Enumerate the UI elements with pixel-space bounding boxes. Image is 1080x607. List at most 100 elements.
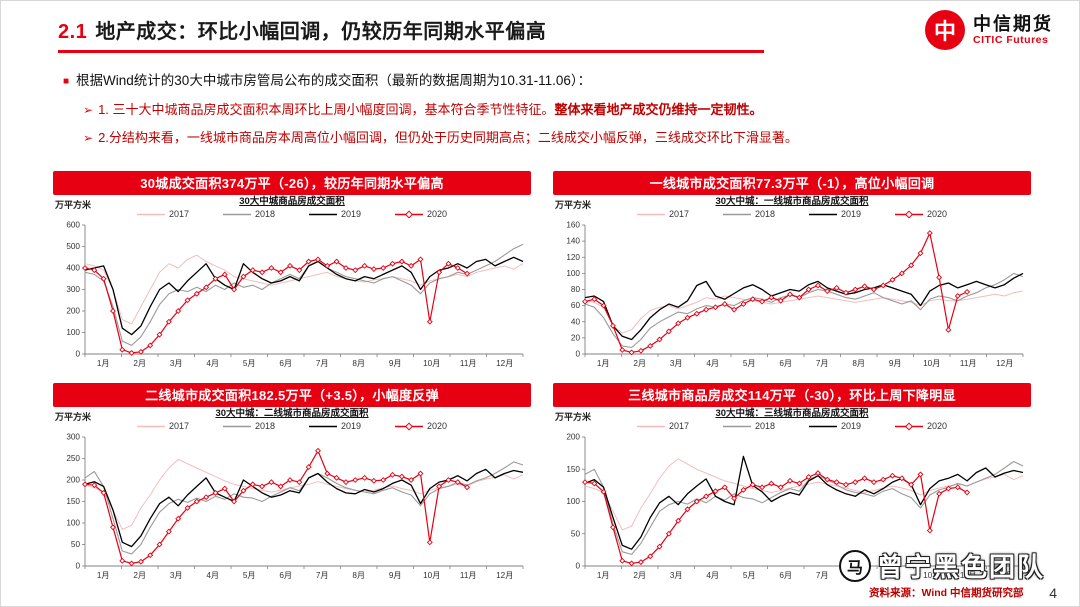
legend-line-icon — [136, 213, 165, 216]
legend-line-icon — [636, 213, 665, 216]
svg-text:8月: 8月 — [352, 571, 365, 580]
svg-text:100: 100 — [566, 497, 580, 506]
chart-title: 30大中城：一线城市商品房成交面积 — [715, 196, 869, 207]
legend-label: 2017 — [168, 421, 189, 432]
legend-label: 2017 — [668, 421, 689, 432]
legend-item-2017: 2017 — [636, 421, 689, 432]
svg-text:200: 200 — [66, 307, 80, 316]
legend-item-2017: 2017 — [136, 209, 189, 219]
intro-line-1: ■ 根据Wind统计的30大中城市房管局公布的成交面积（最新的数据周期为10.31… — [63, 69, 1043, 89]
chart-title: 30大中城：三线城市商品房成交面积 — [715, 408, 869, 419]
svg-text:6月: 6月 — [279, 359, 292, 368]
svg-text:4月: 4月 — [206, 571, 219, 580]
svg-text:4月: 4月 — [706, 359, 719, 368]
legend-item-2019: 2019 — [309, 421, 361, 431]
intro-line-2: ➢ 1. 三十大中城商品房成交面积本周环比上周小幅度回调，基本符合季节性特征。整体… — [63, 99, 1043, 118]
chart-panel-tier3: 三线城市商品房成交114万平（-30），环比上周下降明显 万平方米 30大中城：… — [553, 383, 1031, 585]
intro-line-1-text: 根据Wind统计的30大中城市房管局公布的成交面积（最新的数据周期为10.31-… — [76, 73, 592, 88]
chart-banner-tier2: 二线城市成交面积182.5万平（+3.5），小幅度反弹 — [53, 383, 531, 407]
svg-text:300: 300 — [66, 285, 80, 294]
chart-canvas: 0 50 100 150 200 250 300 1月 2月 3月 4月 5月 6月 7月 8月 9月 10月 1… — [66, 433, 524, 580]
svg-text:1月: 1月 — [597, 571, 610, 580]
y-axis-unit-label: 万平方米 — [55, 200, 92, 210]
svg-text:0: 0 — [75, 562, 80, 571]
svg-text:0: 0 — [575, 350, 580, 359]
svg-text:3月: 3月 — [670, 359, 683, 368]
legend-item-2017: 2017 — [136, 421, 189, 432]
svg-text:5月: 5月 — [743, 571, 756, 580]
svg-text:5月: 5月 — [243, 571, 256, 580]
bullet-square-icon: ■ — [63, 76, 70, 87]
legend-item-2020: 2020 — [895, 209, 947, 219]
legend-line-icon — [395, 210, 424, 219]
svg-text:2月: 2月 — [133, 571, 146, 580]
svg-text:7月: 7月 — [816, 359, 829, 368]
svg-text:400: 400 — [66, 264, 80, 273]
svg-text:200: 200 — [566, 433, 580, 442]
svg-text:40: 40 — [571, 317, 581, 326]
logo-name-cn: 中信期货 — [973, 13, 1053, 34]
svg-text:0: 0 — [75, 350, 80, 359]
svg-text:12月: 12月 — [996, 571, 1013, 580]
svg-text:140: 140 — [566, 237, 580, 246]
svg-text:20: 20 — [571, 333, 581, 342]
svg-text:8月: 8月 — [852, 359, 865, 368]
svg-text:500: 500 — [66, 242, 80, 251]
svg-text:7月: 7月 — [316, 571, 329, 580]
legend-label: 2020 — [927, 421, 948, 432]
chart-canvas: 0 100 200 300 400 500 600 1月 2月 3月 4月 5月 6月 7月 8月 9月 10月… — [66, 221, 524, 368]
svg-text:12月: 12月 — [496, 571, 513, 580]
svg-text:3月: 3月 — [170, 571, 183, 580]
svg-text:300: 300 — [66, 433, 80, 442]
y-axis-unit-label: 万平方米 — [555, 412, 592, 422]
intro-line-2-normal: 1. 三十大中城商品房成交面积本周环比上周小幅度回调，基本符合季节性特征。 — [98, 102, 555, 117]
legend-label: 2020 — [427, 421, 448, 432]
legend-item-2017: 2017 — [636, 209, 689, 219]
chart-panel-30-cities: 30城成交面积374万平（-26），较历年同期水平偏高 万平方米 30大中城商品… — [53, 171, 531, 373]
legend-line-icon — [309, 425, 337, 428]
chart-legend: 2017 2018 2019 2020 — [53, 209, 531, 220]
svg-text:150: 150 — [66, 497, 80, 506]
svg-text:50: 50 — [71, 540, 81, 549]
source-note: 资料来源：Wind 中信期货研究部 — [869, 587, 1024, 599]
legend-item-2018: 2018 — [222, 209, 275, 220]
legend-label: 2018 — [254, 209, 275, 220]
page-header: 2.1 地产成交：环比小幅回调，仍较历年同期水平偏高 — [58, 15, 546, 44]
svg-text:12月: 12月 — [996, 359, 1013, 368]
legend-item-2020: 2020 — [895, 421, 947, 431]
legend-label: 2018 — [254, 421, 275, 432]
chart-legend: 2017 2018 2019 2020 — [553, 209, 1031, 220]
svg-text:100: 100 — [66, 519, 80, 528]
svg-text:8月: 8月 — [352, 359, 365, 368]
svg-text:3月: 3月 — [170, 359, 183, 368]
svg-text:10月: 10月 — [423, 359, 440, 368]
chart-area: 万平方米 30大中城：三线城市商品房成交面积 2017 2018 2019 2020 … — [553, 407, 1031, 585]
legend-line-icon — [895, 210, 924, 219]
svg-text:5月: 5月 — [743, 359, 756, 368]
legend-item-2019: 2019 — [809, 421, 861, 431]
svg-text:0: 0 — [575, 562, 580, 571]
svg-text:9月: 9月 — [889, 359, 902, 368]
svg-text:150: 150 — [566, 465, 580, 474]
intro-line-3: ➢ 2.分结构来看，一线城市商品房本周高位小幅回调，但仍处于历史同期高点；二线成交… — [63, 127, 1043, 146]
svg-text:80: 80 — [571, 285, 581, 294]
svg-text:10月: 10月 — [923, 571, 940, 580]
legend-line-icon — [136, 425, 165, 428]
svg-text:9月: 9月 — [389, 359, 402, 368]
legend-item-2018: 2018 — [722, 209, 775, 219]
chart-area: 万平方米 30大中城：一线城市商品房成交面积 2017 2018 2019 2020 … — [553, 195, 1031, 373]
chart-area: 万平方米 30大中城商品房成交面积 2017 2018 2019 2020 0 100 2… — [53, 195, 531, 373]
legend-item-2020: 2020 — [395, 209, 447, 219]
chart-title: 30大中城商品房成交面积 — [239, 196, 345, 207]
page-number: 4 — [1049, 585, 1057, 601]
chart-head: 30大中城：一线城市商品房成交面积 2017 2018 2019 2020 — [553, 196, 1031, 220]
svg-text:3月: 3月 — [670, 571, 683, 580]
chart-legend: 2017 2018 2019 2020 — [53, 421, 531, 432]
chart-banner-tier1: 一线城市成交面积77.3万平（-1），高位小幅回调 — [553, 171, 1031, 195]
svg-text:100: 100 — [66, 328, 80, 337]
svg-text:1月: 1月 — [97, 571, 110, 580]
page-title: 2.1 地产成交：环比小幅回调，仍较历年同期水平偏高 — [58, 21, 546, 43]
legend-item-2018: 2018 — [722, 421, 775, 431]
chart-head: 30大中城：三线城市商品房成交面积 2017 2018 2019 2020 — [553, 408, 1031, 432]
